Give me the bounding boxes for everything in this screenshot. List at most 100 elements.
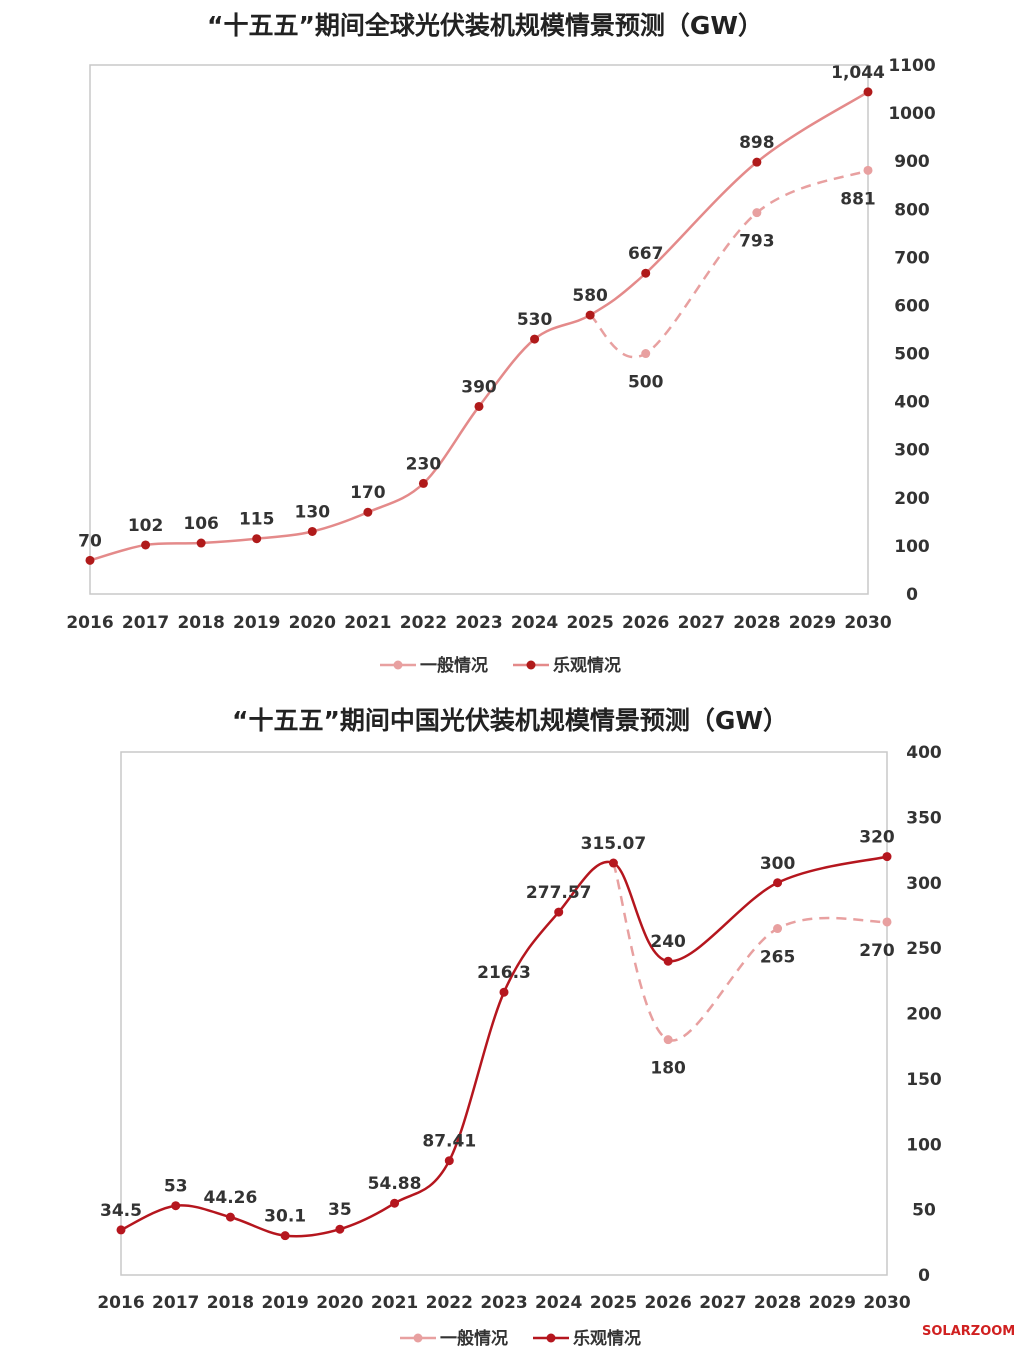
legend-marker bbox=[413, 1333, 423, 1343]
y-tick-label: 700 bbox=[894, 248, 930, 268]
y-tick-label: 200 bbox=[906, 1005, 942, 1025]
data-label: 180 bbox=[650, 1059, 686, 1079]
data-label: 270 bbox=[859, 941, 895, 961]
data-label: 44.26 bbox=[204, 1188, 258, 1208]
data-label: 170 bbox=[350, 483, 386, 503]
data-point-optimistic bbox=[363, 507, 373, 517]
x-tick-label: 2024 bbox=[511, 613, 558, 633]
legend-marker bbox=[546, 1333, 556, 1343]
y-tick-label: 100 bbox=[906, 1135, 942, 1155]
x-tick-label: 2028 bbox=[733, 613, 780, 633]
data-label: 265 bbox=[760, 948, 796, 968]
y-tick-label: 1000 bbox=[888, 104, 935, 124]
x-tick-label: 2019 bbox=[261, 1293, 308, 1313]
data-point-optimistic bbox=[390, 1198, 400, 1208]
legend-label: 乐观情况 bbox=[553, 655, 621, 676]
data-point-optimistic bbox=[554, 907, 564, 917]
x-tick-label: 2027 bbox=[699, 1293, 746, 1313]
data-label: 102 bbox=[128, 516, 164, 536]
data-point-optimistic bbox=[307, 526, 317, 536]
x-tick-label: 2027 bbox=[678, 613, 725, 633]
data-label: 87.41 bbox=[422, 1132, 476, 1152]
y-tick-label: 400 bbox=[906, 743, 942, 763]
data-point-general bbox=[863, 165, 873, 175]
data-point-general bbox=[641, 349, 651, 359]
data-label: 580 bbox=[572, 286, 608, 306]
x-tick-label: 2029 bbox=[809, 1293, 856, 1313]
data-point-optimistic bbox=[196, 538, 206, 548]
data-label: 30.1 bbox=[264, 1207, 306, 1227]
series-line-general bbox=[589, 169, 869, 359]
chart-title: “十五五”期间全球光伏装机规模情景预测（GW） bbox=[207, 11, 763, 40]
y-tick-label: 800 bbox=[894, 200, 930, 220]
y-tick-label: 50 bbox=[912, 1201, 936, 1221]
data-point-optimistic bbox=[773, 878, 783, 888]
data-point-general bbox=[882, 917, 892, 927]
data-label: 320 bbox=[859, 828, 895, 848]
plot-frame bbox=[120, 751, 888, 1276]
y-tick-label: 0 bbox=[906, 585, 918, 605]
y-tick-label: 1100 bbox=[888, 56, 935, 76]
data-label: 793 bbox=[739, 232, 775, 252]
y-tick-label: 300 bbox=[894, 441, 930, 461]
plot-frame bbox=[89, 64, 869, 595]
x-tick-label: 2026 bbox=[644, 1293, 691, 1313]
x-tick-label: 2020 bbox=[289, 613, 336, 633]
x-tick-label: 2020 bbox=[316, 1293, 363, 1313]
data-label: 390 bbox=[461, 377, 497, 397]
x-tick-label: 2028 bbox=[754, 1293, 801, 1313]
china-pv-chart: “十五五”期间中国光伏装机规模情景预测（GW） 2016 2017 2018 2019 2… bbox=[97, 706, 942, 1349]
global-pv-chart: “十五五”期间全球光伏装机规模情景预测（GW） 2016 2017 2018 2019 2… bbox=[66, 11, 935, 676]
data-point-optimistic bbox=[663, 956, 673, 966]
data-label: 216.3 bbox=[477, 963, 531, 983]
series-line-optimistic bbox=[89, 90, 869, 562]
data-point-optimistic bbox=[752, 157, 762, 167]
data-point-optimistic bbox=[280, 1231, 290, 1241]
watermark: SOLARZOOM bbox=[922, 1324, 1015, 1339]
series-line-general bbox=[612, 862, 888, 1042]
y-tick-label: 300 bbox=[906, 874, 942, 894]
data-label: 277.57 bbox=[526, 883, 592, 903]
data-point-optimistic bbox=[85, 555, 95, 565]
x-tick-label: 2017 bbox=[122, 613, 169, 633]
data-label: 106 bbox=[183, 514, 219, 534]
data-point-optimistic bbox=[641, 268, 651, 278]
data-point-optimistic bbox=[499, 987, 509, 997]
data-point-optimistic bbox=[882, 852, 892, 862]
data-label: 1,044 bbox=[831, 63, 885, 83]
data-point-optimistic bbox=[418, 478, 428, 488]
data-label: 54.88 bbox=[368, 1174, 422, 1194]
data-label: 530 bbox=[517, 310, 553, 330]
y-tick-label: 0 bbox=[918, 1266, 930, 1286]
y-tick-label: 250 bbox=[906, 939, 942, 959]
data-label: 315.07 bbox=[581, 834, 647, 854]
x-tick-label: 2022 bbox=[426, 1293, 473, 1313]
data-point-general bbox=[752, 208, 762, 218]
x-tick-label: 2030 bbox=[863, 1293, 910, 1313]
data-point-optimistic bbox=[530, 334, 540, 344]
data-point-optimistic bbox=[141, 540, 151, 550]
legend-label: 一般情况 bbox=[440, 1328, 508, 1349]
x-tick-label: 2016 bbox=[66, 613, 113, 633]
x-tick-label: 2021 bbox=[344, 613, 391, 633]
x-tick-label: 2025 bbox=[590, 1293, 637, 1313]
x-tick-label: 2024 bbox=[535, 1293, 582, 1313]
data-label: 115 bbox=[239, 510, 275, 530]
x-tick-label: 2019 bbox=[233, 613, 280, 633]
x-tick-label: 2026 bbox=[622, 613, 669, 633]
x-tick-label: 2022 bbox=[400, 613, 447, 633]
data-label: 230 bbox=[406, 454, 442, 474]
y-tick-label: 150 bbox=[906, 1070, 942, 1090]
legend-marker bbox=[393, 660, 403, 670]
legend-marker bbox=[526, 660, 536, 670]
y-tick-label: 200 bbox=[894, 489, 930, 509]
x-tick-label: 2016 bbox=[97, 1293, 144, 1313]
x-tick-label: 2018 bbox=[207, 1293, 254, 1313]
data-label: 130 bbox=[295, 502, 331, 522]
data-label: 300 bbox=[760, 854, 796, 874]
data-point-optimistic bbox=[171, 1201, 181, 1211]
x-tick-label: 2025 bbox=[566, 613, 613, 633]
data-label: 35 bbox=[328, 1200, 352, 1220]
x-tick-label: 2023 bbox=[455, 613, 502, 633]
